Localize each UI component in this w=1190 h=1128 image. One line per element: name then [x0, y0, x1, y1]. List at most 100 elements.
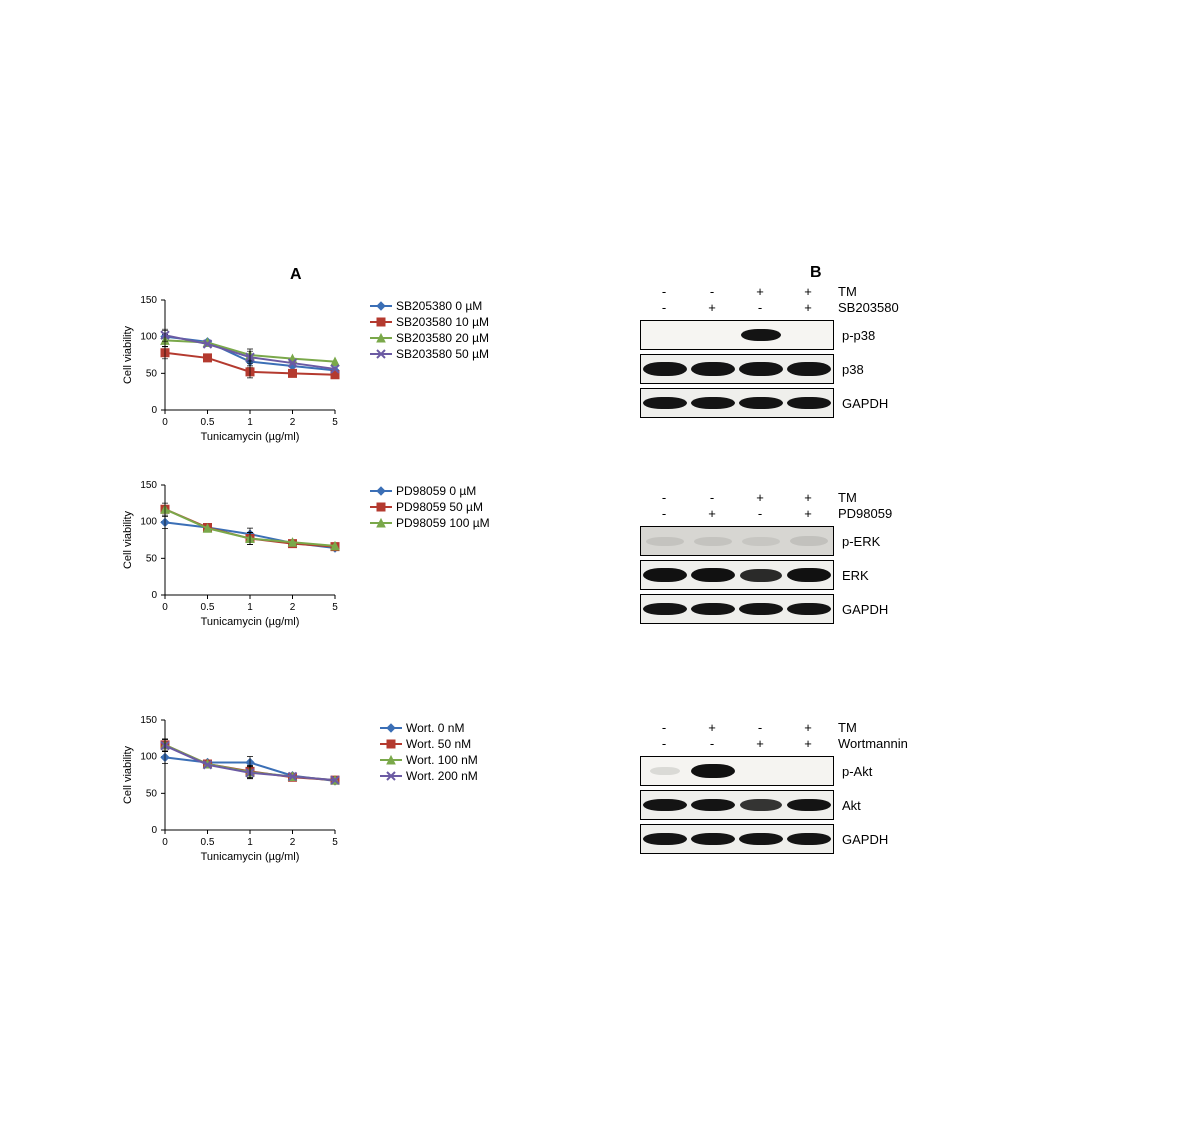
- treatment-label: TM: [832, 284, 922, 300]
- svg-text:Cell viability: Cell viability: [122, 510, 134, 569]
- treatment-label: TM: [832, 490, 922, 506]
- treatment-mark: -: [736, 720, 784, 736]
- blot-box: [640, 354, 834, 384]
- figure-container: A B 05010015000.5125Tunicamycin (µg/ml)C…: [110, 290, 1090, 1010]
- svg-text:1: 1: [247, 602, 253, 613]
- svg-text:0: 0: [162, 837, 168, 848]
- blot-band: [643, 833, 687, 845]
- svg-text:0.5: 0.5: [201, 417, 215, 428]
- treatment-mark: -: [736, 300, 784, 316]
- chart-pd98059: 05010015000.5125Tunicamycin (µg/ml)Cell …: [110, 475, 365, 645]
- blot-box: [640, 790, 834, 820]
- blot-treatment-header: --++TM-+-+SB203580: [640, 284, 922, 316]
- blot-row-label: Akt: [834, 798, 861, 813]
- legend-swatch-icon: [380, 770, 402, 782]
- legend-label: Wort. 50 nM: [406, 737, 471, 751]
- svg-text:150: 150: [140, 480, 157, 491]
- chart-sb203580: 05010015000.5125Tunicamycin (µg/ml)Cell …: [110, 290, 365, 460]
- svg-text:0: 0: [162, 417, 168, 428]
- svg-text:0.5: 0.5: [201, 602, 215, 613]
- blot-row: p-ERK: [640, 526, 922, 556]
- legend-item: Wort. 100 nM: [380, 752, 478, 768]
- blot-box: [640, 594, 834, 624]
- panel-a-label: A: [290, 266, 302, 284]
- svg-text:1: 1: [247, 417, 253, 428]
- svg-text:0.5: 0.5: [201, 837, 215, 848]
- blot-group-wortmannin: -+-+TM--++Wortmanninp-AktAktGAPDH: [640, 720, 922, 854]
- legend-label: SB203580 50 µM: [396, 347, 489, 361]
- blot-row-label: p-ERK: [834, 534, 880, 549]
- blot-treatment-header: --++TM-+-+PD98059: [640, 490, 922, 522]
- blot-row-label: GAPDH: [834, 602, 888, 617]
- chart-wortmannin: 05010015000.5125Tunicamycin (µg/ml)Cell …: [110, 710, 365, 880]
- blot-row-label: GAPDH: [834, 396, 888, 411]
- blot-band: [787, 362, 831, 376]
- svg-text:100: 100: [140, 332, 157, 343]
- treatment-mark: +: [784, 490, 832, 506]
- legend-label: PD98059 50 µM: [396, 500, 483, 514]
- legend-label: Wort. 0 nM: [406, 721, 464, 735]
- svg-text:150: 150: [140, 715, 157, 726]
- blot-box: [640, 388, 834, 418]
- blot-group-sb203580: --++TM-+-+SB203580p-p38p38GAPDH: [640, 284, 922, 418]
- treatment-mark: -: [688, 490, 736, 506]
- treatment-mark: +: [784, 506, 832, 522]
- blot-band: [650, 767, 680, 775]
- legend-swatch-icon: [370, 300, 392, 312]
- blot-band: [787, 603, 831, 615]
- blot-band: [740, 799, 782, 811]
- legend-label: Wort. 200 nM: [406, 769, 478, 783]
- legend-item: Wort. 0 nM: [380, 720, 478, 736]
- blot-band: [643, 397, 687, 409]
- blot-group-pd98059: --++TM-+-+PD98059p-ERKERKGAPDH: [640, 490, 922, 624]
- blot-band: [739, 833, 783, 845]
- treatment-mark: -: [640, 720, 688, 736]
- svg-text:5: 5: [332, 602, 338, 613]
- blot-band: [643, 568, 687, 582]
- blot-box: [640, 526, 834, 556]
- blot-row: GAPDH: [640, 824, 922, 854]
- blot-row-label: p-p38: [834, 328, 875, 343]
- treatment-mark: +: [688, 506, 736, 522]
- blot-band: [643, 603, 687, 615]
- blot-band: [739, 362, 783, 376]
- blot-band: [694, 537, 732, 546]
- treatment-mark: -: [688, 736, 736, 752]
- legend-label: SB203580 20 µM: [396, 331, 489, 345]
- treatment-mark: +: [688, 300, 736, 316]
- svg-text:5: 5: [332, 837, 338, 848]
- legend-item: SB203580 10 µM: [370, 314, 489, 330]
- blot-row-label: p38: [834, 362, 864, 377]
- treatment-mark: -: [640, 736, 688, 752]
- blot-row: p38: [640, 354, 922, 384]
- legend-pd98059: PD98059 0 µMPD98059 50 µMPD98059 100 µM: [370, 483, 490, 531]
- blot-row: GAPDH: [640, 594, 922, 624]
- legend-swatch-icon: [380, 754, 402, 766]
- svg-text:2: 2: [290, 602, 296, 613]
- blot-box: [640, 756, 834, 786]
- blot-row-label: p-Akt: [834, 764, 872, 779]
- legend-item: Wort. 50 nM: [380, 736, 478, 752]
- legend-swatch-icon: [370, 485, 392, 497]
- svg-text:0: 0: [151, 405, 157, 416]
- legend-swatch-icon: [370, 316, 392, 328]
- blot-band: [740, 569, 782, 582]
- svg-text:0: 0: [151, 825, 157, 836]
- treatment-mark: -: [640, 490, 688, 506]
- legend-swatch-icon: [370, 517, 392, 529]
- blot-band: [691, 603, 735, 615]
- legend-swatch-icon: [370, 501, 392, 513]
- blot-row: p-Akt: [640, 756, 922, 786]
- blot-band: [741, 329, 781, 341]
- legend-label: PD98059 0 µM: [396, 484, 476, 498]
- treatment-label: TM: [832, 720, 922, 736]
- treatment-mark: +: [784, 720, 832, 736]
- legend-item: Wort. 200 nM: [380, 768, 478, 784]
- legend-label: SB205380 0 µM: [396, 299, 482, 313]
- svg-text:1: 1: [247, 837, 253, 848]
- blot-band: [691, 397, 735, 409]
- blot-band: [739, 397, 783, 409]
- svg-text:Cell viability: Cell viability: [122, 325, 134, 384]
- blot-band: [790, 536, 828, 546]
- treatment-mark: -: [640, 300, 688, 316]
